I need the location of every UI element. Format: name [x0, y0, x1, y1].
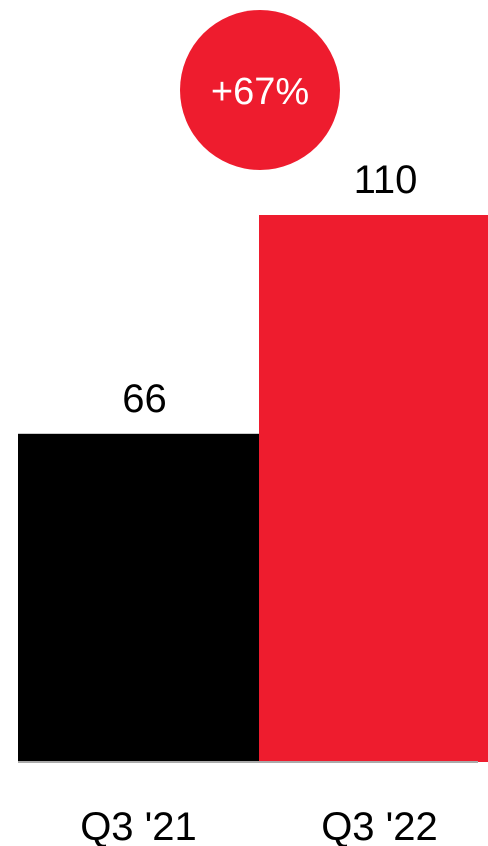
bar-1 [18, 433, 259, 762]
labels-group: 66 Q3 '21 110 Q3 '22 [80, 158, 438, 846]
bars-group [18, 215, 488, 762]
bar-2 [259, 215, 488, 762]
category-label-2: Q3 '22 [321, 805, 438, 846]
growth-badge-text: +67% [211, 71, 309, 113]
growth-badge-circle [180, 10, 340, 170]
growth-badge: +67% [180, 10, 340, 170]
value-label-1: 66 [122, 377, 167, 421]
category-label-1: Q3 '21 [80, 805, 197, 846]
value-label-2: 110 [354, 158, 418, 202]
